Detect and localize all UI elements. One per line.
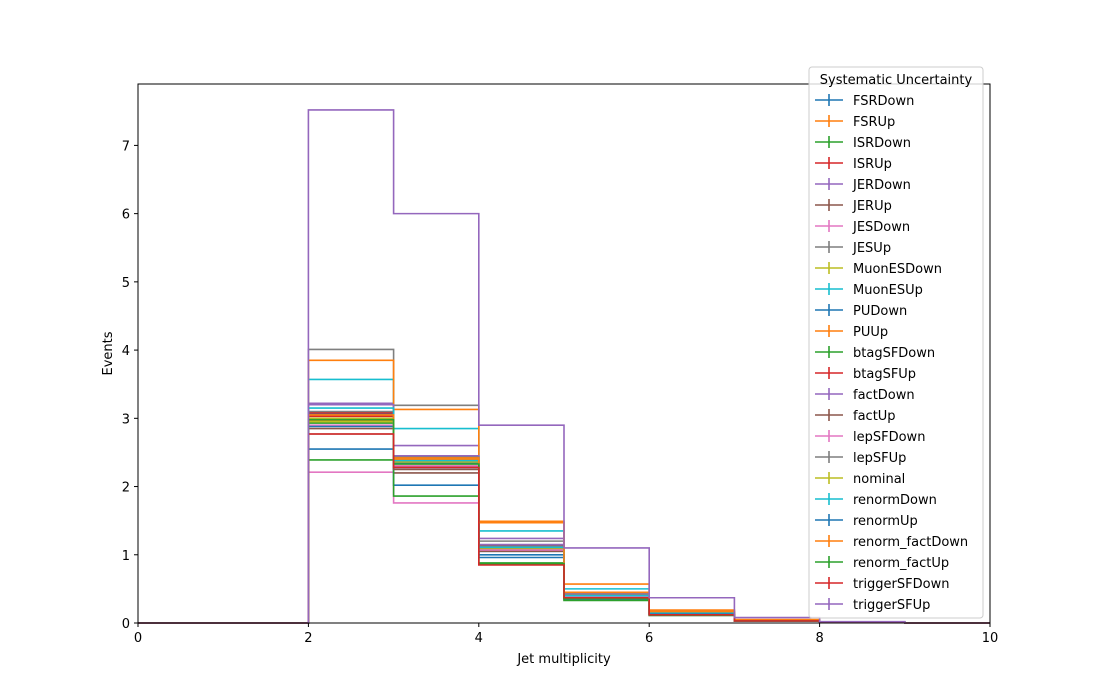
legend-entry-renorm_factDown: renorm_factDown <box>815 535 968 550</box>
y-tick-label: 7 <box>122 139 130 154</box>
legend-label: ISRUp <box>853 157 892 172</box>
series-line-triggerSFUp <box>138 109 990 624</box>
legend-entry-renorm_factUp: renorm_factUp <box>815 556 949 571</box>
legend-label: factDown <box>853 388 915 403</box>
y-tick-label: 6 <box>122 208 130 223</box>
legend-label: lepSFUp <box>853 451 906 466</box>
y-axis-title: Events <box>101 331 116 375</box>
x-tick-label: 4 <box>475 631 483 646</box>
x-tick-label: 10 <box>982 631 999 646</box>
legend-entry-nominal: nominal <box>815 472 905 487</box>
legend-entry-FSRUp: FSRUp <box>815 115 895 130</box>
legend-entry-JESUp: JESUp <box>815 241 891 256</box>
legend-label: JESDown <box>852 220 910 235</box>
y-tick-label: 2 <box>122 481 130 496</box>
legend-label: MuonESUp <box>853 283 923 298</box>
legend-label: btagSFUp <box>853 367 916 382</box>
y-tick-label: 4 <box>122 344 130 359</box>
legend-label: renormUp <box>853 514 918 529</box>
legend-label: factUp <box>853 409 896 424</box>
legend-label: renorm_factDown <box>853 535 968 550</box>
legend-label: triggerSFDown <box>853 577 949 592</box>
legend-entry-lepSFUp: lepSFUp <box>815 451 906 466</box>
legend-title: Systematic Uncertainty <box>820 73 973 88</box>
legend-entry-triggerSFUp: triggerSFUp <box>815 598 930 613</box>
legend-label: btagSFDown <box>853 346 935 361</box>
legend-entry-lepSFDown: lepSFDown <box>815 430 925 445</box>
y-tick-label: 1 <box>122 549 130 564</box>
legend-entry-JESDown: JESDown <box>815 220 910 235</box>
plot-area <box>138 109 990 624</box>
legend-label: MuonESDown <box>853 262 942 277</box>
legend-entry-renormUp: renormUp <box>815 514 918 529</box>
legend-label: nominal <box>853 472 905 487</box>
legend-entry-MuonESDown: MuonESDown <box>815 262 942 277</box>
x-tick-label: 0 <box>134 631 142 646</box>
x-tick-label: 2 <box>304 631 312 646</box>
axes: 0 2 4 6 8 10 0 1 2 3 4 5 6 7 <box>122 83 999 646</box>
legend-entry-ISRUp: ISRUp <box>815 157 892 172</box>
x-tick-label: 8 <box>815 631 823 646</box>
legend-label: ISRDown <box>853 136 911 151</box>
axes-frame <box>137 83 991 624</box>
legend-entry-renormDown: renormDown <box>815 493 937 508</box>
legend-entry-PUUp: PUUp <box>815 325 888 340</box>
legend-label: FSRDown <box>853 94 914 109</box>
legend-label: renormDown <box>853 493 937 508</box>
legend-entry-FSRDown: FSRDown <box>815 94 914 109</box>
x-tick-label: 6 <box>645 631 653 646</box>
legend-entries: FSRDown FSRUp ISRDown ISRUp JERDown JERUp JESD… <box>815 94 968 613</box>
legend-entry-factDown: factDown <box>815 388 915 403</box>
legend-entry-PUDown: PUDown <box>815 304 907 319</box>
legend-label: PUUp <box>853 325 888 340</box>
legend: Systematic Uncertainty FSRDown FSRUp ISRDo… <box>808 66 984 619</box>
legend-label: PUDown <box>853 304 907 319</box>
y-tick-label: 0 <box>122 617 130 632</box>
legend-label: FSRUp <box>853 115 895 130</box>
legend-label: JESUp <box>852 241 891 256</box>
legend-label: JERUp <box>852 199 892 214</box>
legend-entry-btagSFUp: btagSFUp <box>815 367 916 382</box>
legend-label: renorm_factUp <box>853 556 949 571</box>
legend-entry-btagSFDown: btagSFDown <box>815 346 935 361</box>
legend-label: triggerSFUp <box>853 598 930 613</box>
legend-frame <box>808 66 984 619</box>
legend-entry-ISRDown: ISRDown <box>815 136 911 151</box>
legend-entry-MuonESUp: MuonESUp <box>815 283 923 298</box>
legend-label: lepSFDown <box>853 430 925 445</box>
y-tick-label: 5 <box>122 276 130 291</box>
legend-label: JERDown <box>852 178 911 193</box>
y-tick-label: 3 <box>122 412 130 427</box>
legend-entry-factUp: factUp <box>815 409 896 424</box>
legend-entry-triggerSFDown: triggerSFDown <box>815 577 949 592</box>
legend-entry-JERDown: JERDown <box>815 178 911 193</box>
legend-entry-JERUp: JERUp <box>815 199 892 214</box>
x-axis-title: Jet multiplicity <box>516 652 611 667</box>
